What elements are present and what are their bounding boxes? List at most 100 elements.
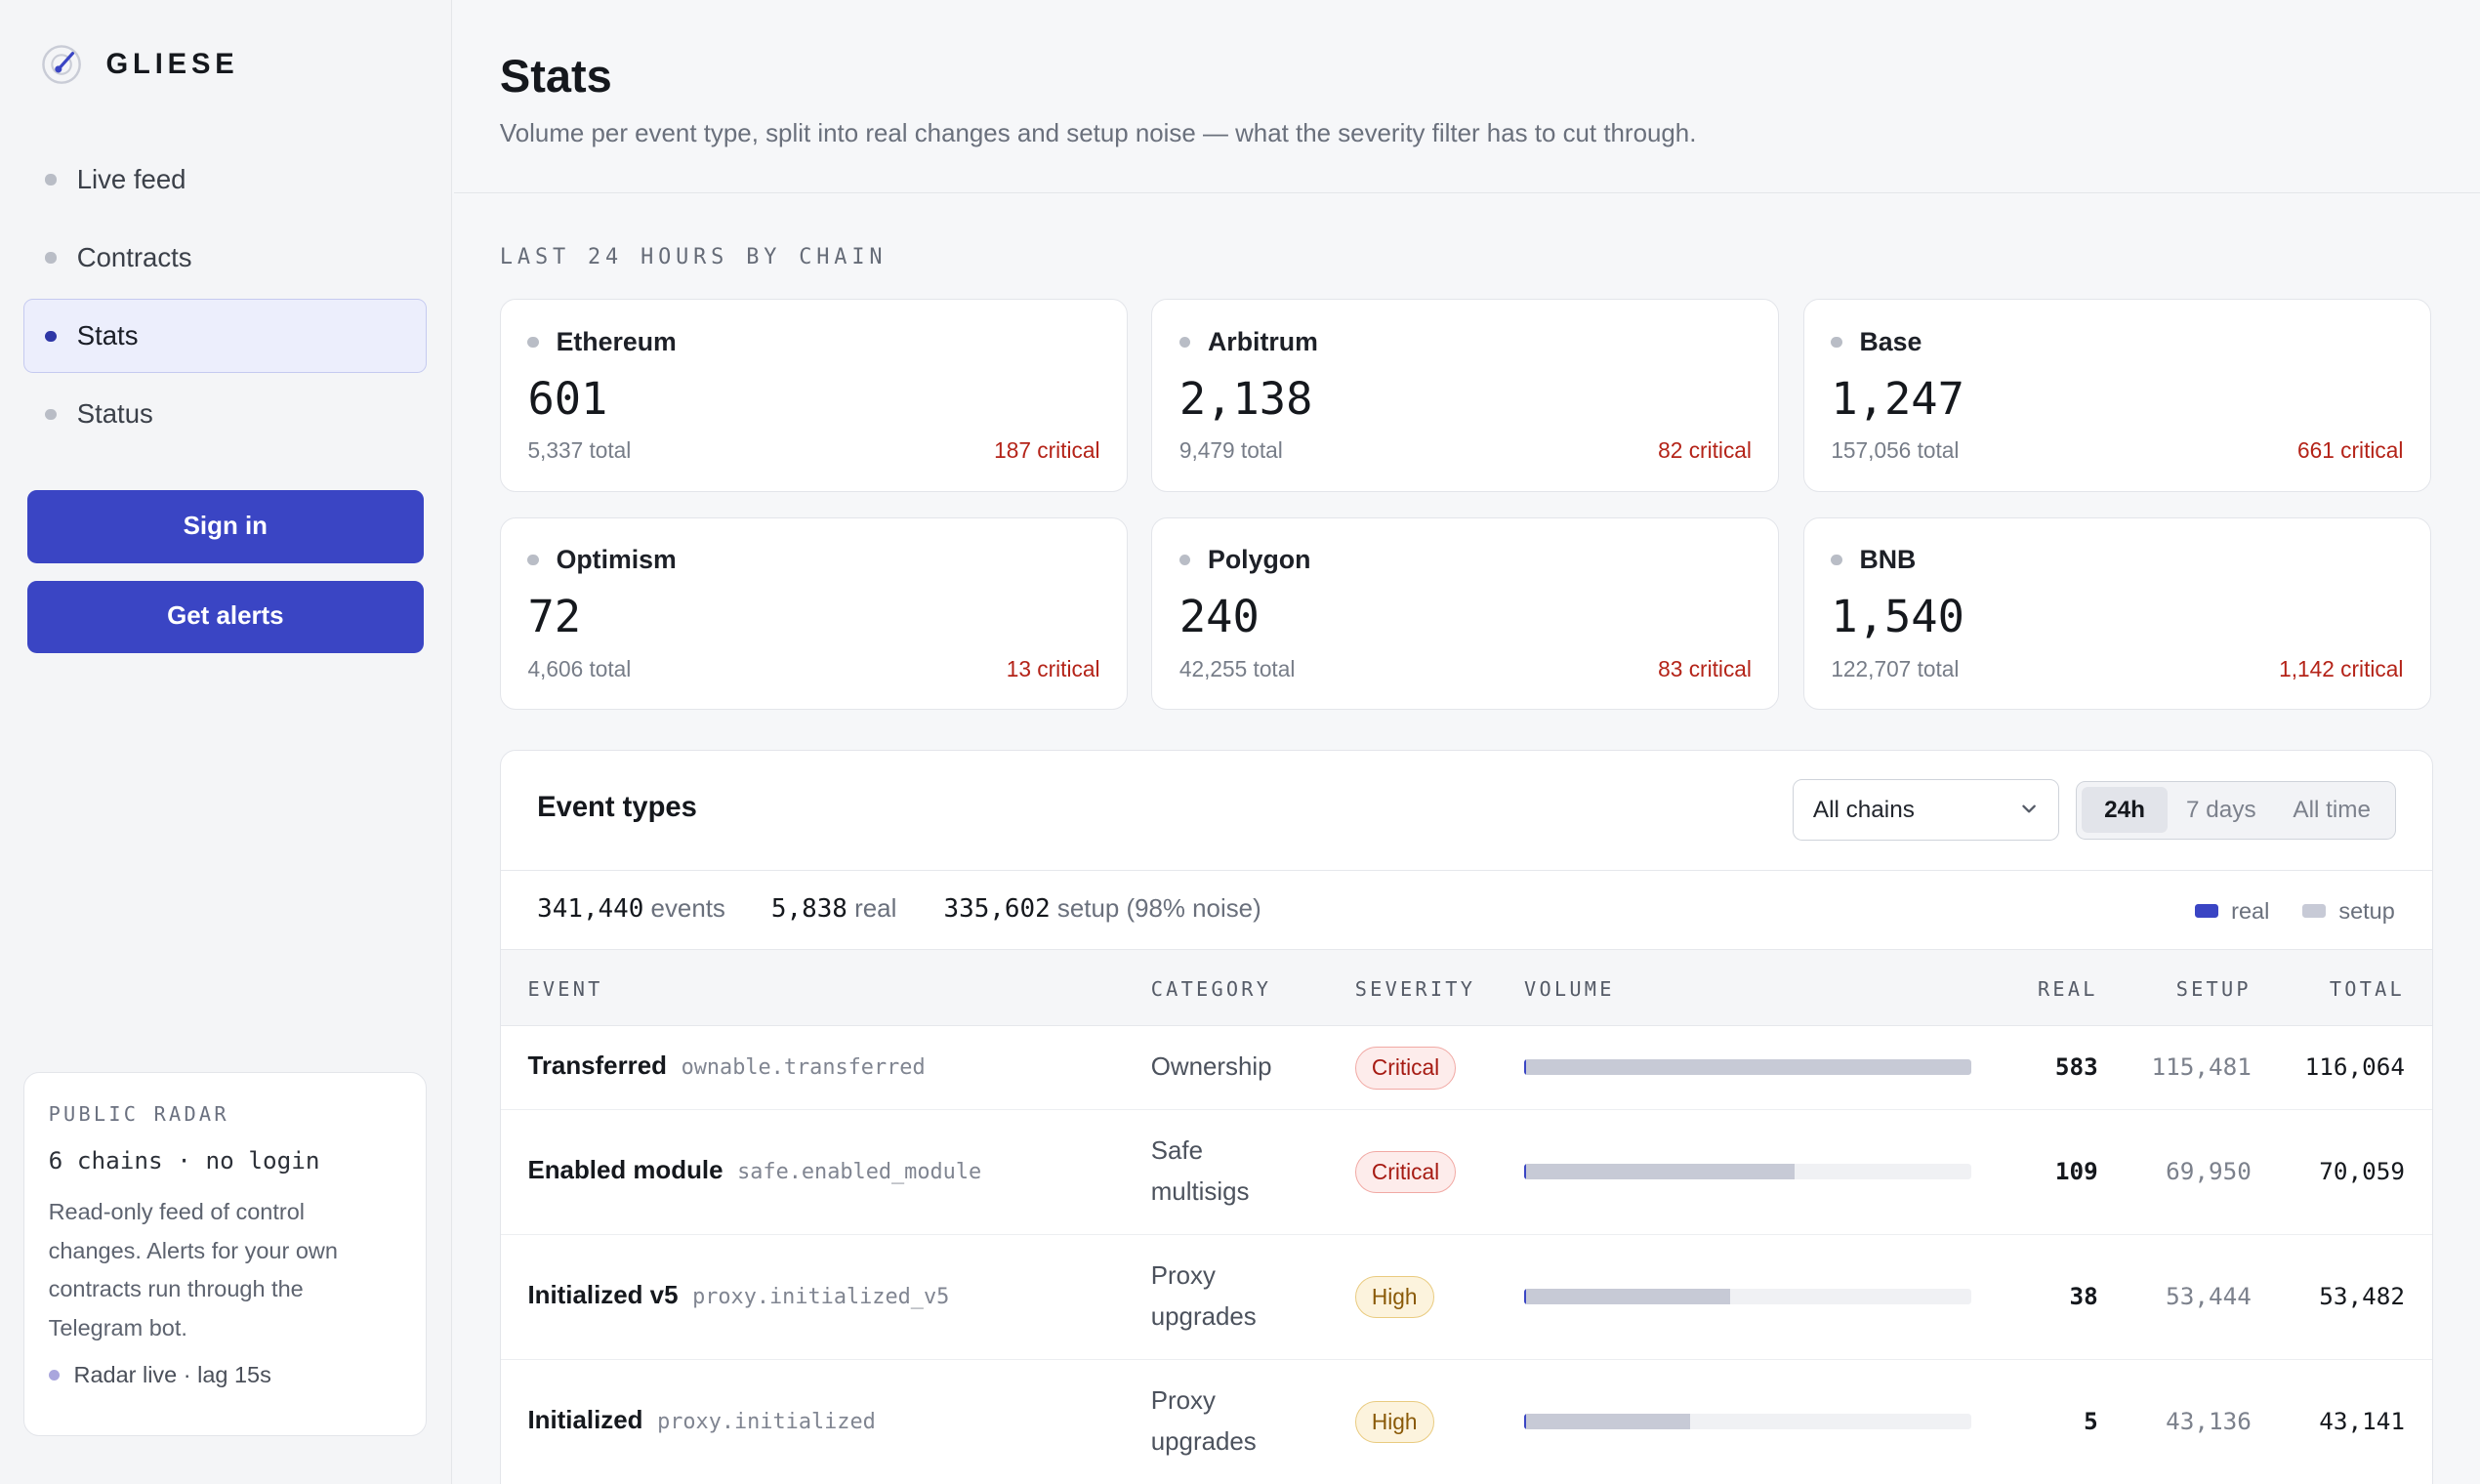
table-row[interactable]: Initialized proxy.initialized Proxy upgra… (500, 1360, 2432, 1484)
range-7-days[interactable]: 7 days (2186, 796, 2256, 823)
radar-description: Read-only feed of control changes. Alert… (48, 1199, 338, 1341)
col-setup[interactable]: SETUP (2175, 976, 2252, 1001)
total-count: 116,064 (2304, 1052, 2405, 1082)
chain-critical: 83 critical (1658, 655, 1752, 681)
sidebar-item-live-feed[interactable]: Live feed (23, 143, 427, 217)
event-name-text: Transferred (527, 1052, 667, 1081)
col-severity[interactable]: SEVERITY (1354, 976, 1476, 1001)
event-types-panel: Event types All chains 24h 7 days All ti… (499, 749, 2433, 1484)
chain-name-text: Base (1859, 326, 1922, 356)
sidebar-item-label: Live feed (76, 163, 186, 194)
radar-kicker: PUBLIC RADAR (48, 1101, 229, 1126)
chain-dot-icon (1831, 555, 1842, 566)
chain-dot-icon (1831, 336, 1842, 348)
summary-setup: 335,602 setup (98% noise) (944, 894, 1261, 924)
volume-bar-setup (1524, 1288, 1731, 1304)
setup-count: 53,444 (2166, 1282, 2252, 1311)
radar-status: Radar live · lag 15s (48, 1362, 403, 1388)
chain-card-base[interactable]: Base 1,247 157,056 total 661 critical (1802, 299, 2431, 492)
chain-card-ethereum[interactable]: Ethereum 601 5,337 total 187 critical (499, 299, 1129, 492)
radar-status-text: Radar live · lag 15s (73, 1362, 271, 1388)
chain-dot-icon (1178, 336, 1191, 348)
volume-bar (1524, 1288, 1972, 1304)
total-count: 43,141 (2319, 1407, 2405, 1436)
chain-value: 240 (1178, 591, 1260, 643)
chain-total: 42,255 total (1178, 655, 1296, 681)
chain-name: Arbitrum (1178, 326, 1318, 357)
real-count: 38 (2069, 1282, 2098, 1311)
event-category: Proxy upgrades (1150, 1386, 1257, 1456)
range-24h[interactable]: 24h (2082, 787, 2168, 834)
chain-name: Polygon (1178, 545, 1310, 575)
event-key: proxy.initialized_v5 (692, 1285, 950, 1310)
get-alerts-button[interactable]: Get alerts (26, 580, 425, 654)
chain-card-bnb[interactable]: BNB 1,540 122,707 total 1,142 critical (1802, 516, 2431, 711)
sign-in-button[interactable]: Sign in (26, 490, 425, 563)
sidebar-item-status[interactable]: Status (23, 377, 427, 451)
chain-name-text: Arbitrum (1208, 326, 1318, 356)
nav-dot-icon (45, 330, 57, 342)
event-key: ownable.transferred (681, 1055, 926, 1081)
severity-badge: High (1354, 1275, 1434, 1319)
sidebar-item-contracts[interactable]: Contracts (23, 221, 427, 295)
chain-total: 122,707 total (1831, 655, 1960, 681)
volume-bar-real (1524, 1058, 1527, 1075)
severity-badge: High (1354, 1400, 1434, 1444)
real-count: 109 (2054, 1157, 2098, 1186)
severity-badge: Critical (1354, 1046, 1457, 1090)
status-dot-icon (48, 1370, 60, 1381)
event-name: Transferred ownable.transferred (527, 1052, 925, 1081)
summary-real-count: 5,838 (770, 894, 847, 925)
range-all-time[interactable]: All time (2293, 796, 2372, 823)
sidebar: GLIESE Live feed Contracts Stats Status … (0, 0, 453, 1484)
table-row[interactable]: Initialized v5 proxy.initialized_v5 Proxy… (500, 1235, 2432, 1360)
summary-setup-count: 335,602 (943, 894, 1051, 925)
col-volume[interactable]: VOLUME (1524, 976, 1615, 1001)
brand[interactable]: GLIESE (41, 44, 239, 85)
chain-critical: 661 critical (2297, 437, 2404, 464)
chain-total: 5,337 total (527, 437, 632, 464)
summary-events-label: events (650, 895, 725, 924)
setup-count: 69,950 (2166, 1157, 2252, 1186)
event-name-text: Initialized v5 (527, 1282, 679, 1310)
main-content: Stats Volume per event type, split into … (453, 0, 2480, 1484)
setup-count: 115,481 (2151, 1052, 2252, 1082)
chain-value: 1,247 (1831, 372, 1964, 425)
chain-filter-select[interactable]: All chains (1793, 779, 2059, 842)
volume-bar-setup (1524, 1413, 1691, 1429)
col-total[interactable]: TOTAL (2329, 976, 2405, 1001)
event-category: Ownership (1150, 1052, 1272, 1081)
table-row[interactable]: Enabled module safe.enabled_module Safe m… (500, 1110, 2432, 1235)
summary-real: 5,838 real (771, 894, 896, 924)
event-key: proxy.initialized (657, 1410, 876, 1435)
col-real[interactable]: REAL (2037, 976, 2098, 1001)
col-category[interactable]: CATEGORY (1150, 976, 1272, 1001)
volume-bar-real (1524, 1163, 1527, 1179)
event-category: Proxy upgrades (1150, 1261, 1257, 1331)
chain-critical: 13 critical (1006, 655, 1100, 681)
sidebar-item-stats[interactable]: Stats (23, 299, 428, 374)
chain-critical: 1,142 critical (2279, 655, 2404, 681)
nav-dot-icon (45, 408, 57, 421)
brand-name: GLIESE (105, 48, 239, 80)
chain-name: Base (1831, 327, 1922, 357)
chain-card-optimism[interactable]: Optimism 72 4,606 total 13 critical (499, 516, 1129, 711)
chain-total: 9,479 total (1178, 437, 1283, 464)
sidebar-item-label: Status (76, 398, 153, 430)
volume-bar-real (1524, 1413, 1527, 1429)
col-event[interactable]: EVENT (527, 976, 603, 1001)
chain-name: Optimism (527, 545, 677, 575)
table-row[interactable]: Transferred ownable.transferred Ownership… (500, 1026, 2432, 1110)
sidebar-nav: Live feed Contracts Stats Status (23, 143, 428, 456)
chain-name-text: Ethereum (556, 326, 677, 356)
legend-setup-label: setup (2338, 897, 2395, 924)
summary-events: 341,440 events (537, 894, 725, 924)
volume-bar-real (1524, 1288, 1527, 1304)
event-key: safe.enabled_module (737, 1160, 982, 1185)
event-name: Initialized v5 proxy.initialized_v5 (527, 1282, 949, 1310)
total-count: 53,482 (2319, 1282, 2405, 1311)
chain-card-polygon[interactable]: Polygon 240 42,255 total 83 critical (1151, 516, 1780, 711)
legend-real-label: real (2231, 897, 2270, 924)
chain-value: 2,138 (1178, 372, 1313, 425)
chain-card-arbitrum[interactable]: Arbitrum 2,138 9,479 total 82 critical (1151, 299, 1780, 492)
